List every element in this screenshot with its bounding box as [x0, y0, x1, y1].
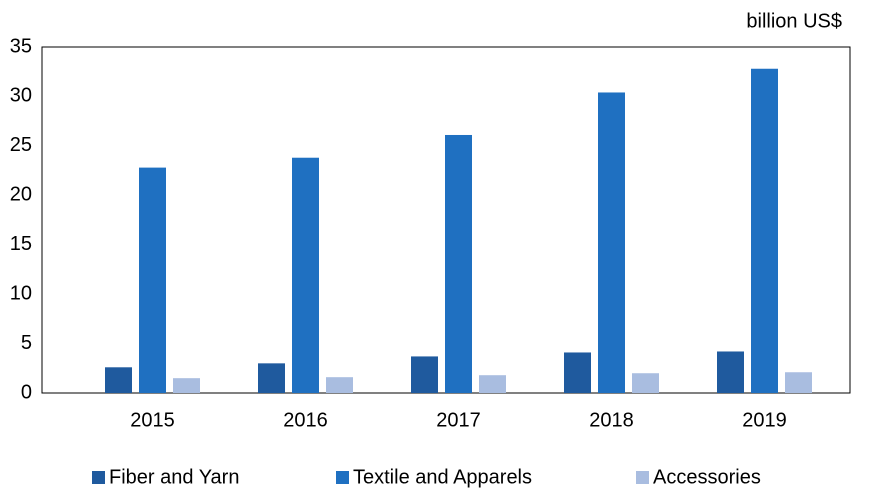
bar — [632, 373, 659, 393]
bar — [411, 356, 438, 393]
bar — [751, 68, 778, 394]
bar — [479, 375, 506, 393]
bar — [292, 157, 319, 393]
y-tick-label: 15 — [10, 233, 32, 255]
bar — [785, 372, 812, 393]
legend-label: Textile and Apparels — [353, 466, 532, 488]
bar — [173, 378, 200, 393]
x-tick-label: 2017 — [436, 409, 481, 431]
y-tick-label: 5 — [21, 332, 32, 354]
unit-label: billion US$ — [746, 10, 842, 32]
y-tick-label: 35 — [10, 35, 32, 57]
legend-swatch — [92, 471, 105, 484]
bar — [598, 92, 625, 393]
bar — [326, 377, 353, 393]
y-tick-label: 30 — [10, 85, 32, 107]
bar — [105, 367, 132, 393]
y-tick-label: 10 — [10, 282, 32, 304]
bar — [139, 167, 166, 393]
x-tick-label: 2019 — [742, 409, 787, 431]
x-tick-label: 2016 — [283, 409, 328, 431]
x-tick-label: 2018 — [589, 409, 634, 431]
y-tick-label: 20 — [10, 184, 32, 206]
y-tick-label: 25 — [10, 134, 32, 156]
bar — [564, 352, 591, 393]
y-tick-label: 0 — [21, 381, 32, 403]
legend-label: Fiber and Yarn — [109, 466, 239, 488]
legend-swatch — [636, 471, 649, 484]
x-tick-label: 2015 — [130, 409, 175, 431]
legend-swatch — [336, 471, 349, 484]
bar — [717, 351, 744, 393]
bar — [445, 134, 472, 394]
legend-label: Accessories — [653, 466, 761, 488]
bar — [258, 363, 285, 393]
